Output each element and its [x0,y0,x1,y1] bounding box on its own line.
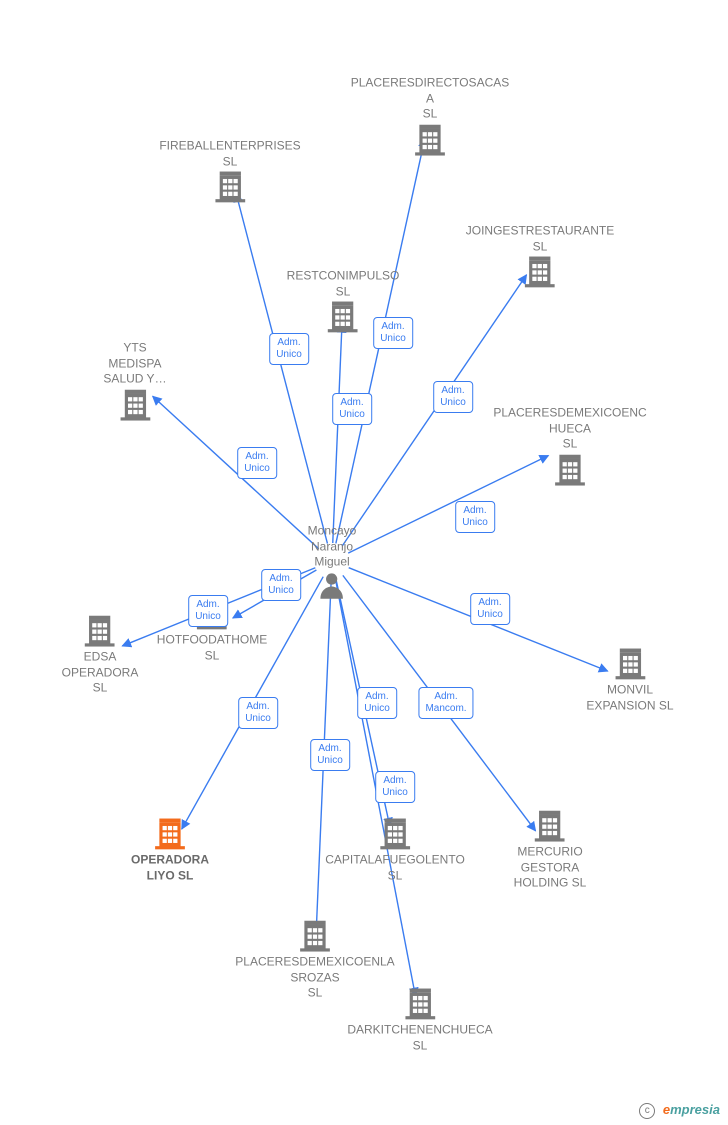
node-label: PLACERESDEMEXICOENCHUECASL [490,406,650,453]
person-node[interactable]: MoncayoNaranjoMiguel [308,522,357,601]
node-label: FIREBALLENTERPRISESSL [159,138,300,169]
node-label: HOTFOODATHOMESL [157,632,267,663]
building-icon [153,816,187,850]
edge-label: Adm.Unico [188,595,228,627]
edge-label: Adm.Unico [237,447,277,479]
diagram-canvas: MoncayoNaranjoMiguel FIREBALLENTERPRISES… [0,0,728,1125]
building-icon [533,809,567,843]
building-icon [553,452,587,486]
edge-label: Adm.Unico [238,697,278,729]
node-label: MONVILEXPANSION SL [586,682,673,713]
edge-label: Adm.Unico [455,501,495,533]
brand-logo: empresia [663,1102,720,1117]
node-label: EDSAOPERADORASL [62,650,139,697]
node-label: YTSMEDISPASALUD Y… [103,341,166,388]
edge-label: Adm.Unico [373,317,413,349]
building-icon [213,170,247,204]
node-label: OPERADORALIYO SL [131,852,209,883]
company-node[interactable]: MERCURIOGESTORAHOLDING SL [514,809,587,892]
node-label: DARKITCHENENCHUECASL [347,1022,492,1053]
footer-attribution: c empresia [639,1102,720,1119]
building-icon [298,919,332,953]
edge-label: Adm.Unico [433,381,473,413]
node-label: MERCURIOGESTORAHOLDING SL [514,845,587,892]
edge-label: Adm.Unico [470,593,510,625]
building-icon [378,816,412,850]
node-label: PLACERESDIRECTOSACASASL [350,76,510,123]
edge-label: Adm.Unico [261,569,301,601]
person-icon [317,570,347,600]
company-node[interactable]: DARKITCHENENCHUECASL [347,986,492,1053]
node-label: JOINGESTRESTAURANTESL [466,223,614,254]
edge-label: Adm.Unico [375,771,415,803]
edge-line [236,193,327,543]
company-node[interactable]: CAPITALAFUEGOLENTOSL [325,816,465,883]
copyright-icon: c [639,1103,655,1119]
company-node[interactable]: PLACERESDEMEXICOENCHUECASL [490,404,650,487]
building-icon [118,387,152,421]
edge-line [333,324,342,543]
building-icon [326,300,360,334]
node-label: RESTCONIMPULSOSL [287,268,400,299]
company-node[interactable]: FIREBALLENTERPRISESSL [159,136,300,203]
edge-label: Adm.Unico [269,333,309,365]
company-node[interactable]: JOINGESTRESTAURANTESL [466,221,614,288]
node-label: CAPITALAFUEGOLENTOSL [325,852,465,883]
building-icon [613,646,647,680]
company-node[interactable]: PLACERESDIRECTOSACASASL [350,74,510,157]
edge-label: Adm.Unico [357,687,397,719]
edge-label: Adm.Mancom. [418,687,473,719]
company-node[interactable]: MONVILEXPANSION SL [586,646,673,713]
building-icon [523,255,557,289]
company-node[interactable]: YTSMEDISPASALUD Y… [103,339,166,422]
node-label: MoncayoNaranjoMiguel [308,524,357,571]
building-icon [403,986,437,1020]
company-node[interactable]: OPERADORALIYO SL [131,816,209,883]
building-icon [413,122,447,156]
edge-label: Adm.Unico [310,739,350,771]
company-node[interactable]: EDSAOPERADORASL [62,614,139,697]
edge-line [153,396,319,549]
edge-label: Adm.Unico [332,393,372,425]
building-icon [83,614,117,648]
